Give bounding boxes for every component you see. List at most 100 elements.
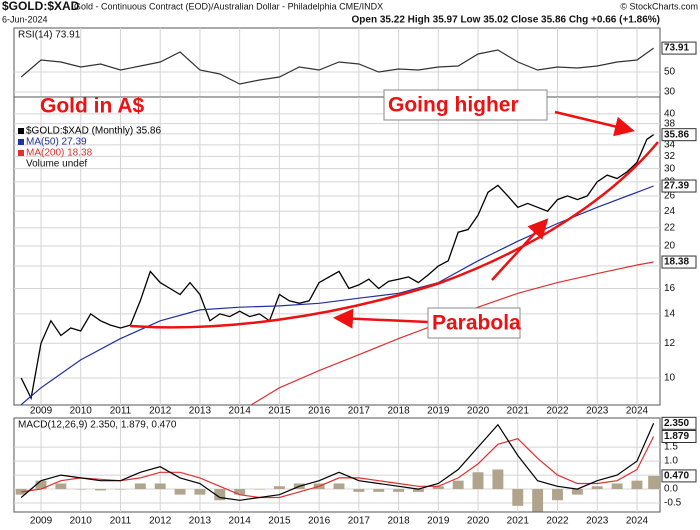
x-tick-label: 2010 [70, 516, 93, 527]
value-badge [661, 128, 697, 142]
histogram-bar [472, 472, 484, 490]
histogram-bar [492, 469, 504, 490]
histogram-bar [611, 483, 623, 490]
histogram-bar [254, 489, 265, 490]
annotation: Parabola [432, 312, 521, 335]
series-line [20, 423, 655, 501]
x-tick-label: 2012 [149, 406, 172, 417]
x-tick-label: 2013 [189, 406, 212, 417]
y-tick-label: 40 [664, 108, 676, 119]
y-tick-label: 30 [664, 87, 676, 98]
y-tick-label: 1.0 [664, 456, 678, 467]
x-tick-label: 2016 [308, 406, 331, 417]
y-tick-label: 50 [664, 67, 676, 78]
quote: Open 35.22 High 35.97 Low 35.02 Close 35… [352, 15, 660, 26]
legend-entry: $GOLD:$XAD (Monthly) 35.86 [26, 126, 161, 137]
x-tick-label: 2011 [110, 516, 132, 527]
histogram-bar [95, 489, 107, 491]
y-tick-label: 18.38 [664, 257, 689, 268]
arrow [554, 110, 635, 137]
plot-area [15, 423, 660, 512]
y-tick-label: 22 [664, 222, 676, 233]
histogram-bar [571, 489, 583, 495]
histogram-bar [55, 483, 67, 490]
histogram-bar [115, 489, 126, 490]
x-tick-label: 2020 [467, 516, 490, 527]
y-tick-label: -0.5 [664, 498, 682, 509]
histogram-bar [353, 489, 365, 492]
x-tick-label: 2019 [427, 516, 450, 527]
histogram-bar [214, 489, 226, 501]
x-tick-label: 2015 [268, 516, 291, 527]
histogram-bar [373, 489, 385, 492]
series-line [20, 134, 654, 401]
histogram-bar [591, 486, 603, 490]
histogram-bar [452, 480, 464, 490]
y-tick-label: 38 [664, 118, 676, 129]
x-tick-label: 2021 [507, 516, 530, 527]
x-tick-label: 2024 [626, 516, 649, 527]
parabola-curve [129, 141, 659, 329]
annotation-box [383, 89, 548, 121]
y-tick-label: 14 [664, 309, 676, 320]
value-badge [661, 41, 697, 55]
legend-entry: MA(50) 27.39 [26, 137, 87, 148]
histogram-bar [512, 489, 524, 506]
panel-frame [13, 417, 661, 513]
y-tick-label: 2.350 [664, 418, 689, 429]
annotation: Gold in A$ [40, 95, 145, 118]
x-tick-label: 2018 [387, 516, 410, 527]
x-tick-label: 2010 [70, 406, 93, 417]
y-tick-label: 10 [664, 373, 676, 384]
value-badge [661, 429, 697, 443]
symbol: $GOLD:$XAD [2, 0, 80, 13]
x-tick-label: 2012 [149, 516, 172, 527]
histogram-bar [35, 480, 47, 490]
legend-swatch [18, 128, 24, 134]
x-tick-label: 2020 [467, 406, 490, 417]
series-line [20, 47, 654, 85]
y-tick-label: 34 [664, 139, 676, 150]
histogram-bar [532, 489, 544, 512]
histogram-bar [432, 486, 444, 490]
legend-note: Volume undef [26, 159, 87, 170]
y-tick-label: 35.86 [664, 129, 689, 140]
y-tick-label: 1.5 [664, 442, 678, 453]
histogram-bar [174, 489, 186, 495]
histogram-bar [273, 486, 285, 490]
x-tick-label: 2013 [189, 516, 212, 527]
annotation: Going higher [388, 94, 519, 117]
y-tick-label: 24 [664, 206, 676, 217]
x-tick-label: 2009 [30, 406, 53, 417]
annotations: Gold in A$ Going higher Parabola [40, 89, 659, 339]
value-badge [661, 255, 697, 269]
y-tick-label: 27.39 [664, 181, 689, 192]
y-tick-label: 32 [664, 151, 676, 162]
legend-entry: MA(200) 18.38 [26, 148, 93, 159]
histogram-bar [75, 489, 87, 490]
y-tick-label: 73.91 [664, 43, 689, 54]
date: 6-Jun-2024 [2, 14, 48, 24]
panel-title: RSI(14) 73.91 [18, 30, 81, 41]
y-tick-label: 12 [664, 338, 676, 349]
x-tick-label: 2014 [229, 406, 252, 417]
annotation-box [427, 307, 521, 339]
histogram-bar [333, 483, 345, 490]
panel-frame [13, 96, 661, 406]
value-badge [661, 469, 697, 483]
description: Gold - Continuous Contract (EOD)/Austral… [74, 1, 383, 11]
x-tick-label: 2022 [546, 516, 569, 527]
histogram-bar [134, 483, 146, 490]
x-tick-label: 2015 [268, 406, 291, 417]
x-tick-label: 2023 [586, 516, 609, 527]
y-tick-label: 0.470 [664, 471, 689, 482]
y-tick-label: 26 [664, 191, 676, 202]
y-tick-label: 1.879 [664, 431, 689, 442]
arrow [491, 218, 549, 281]
arrow [333, 308, 429, 329]
x-tick-label: 2017 [348, 516, 371, 527]
x-tick-label: 2023 [586, 406, 609, 417]
y-tick-label: 30 [664, 163, 676, 174]
legend-swatch [18, 150, 24, 156]
